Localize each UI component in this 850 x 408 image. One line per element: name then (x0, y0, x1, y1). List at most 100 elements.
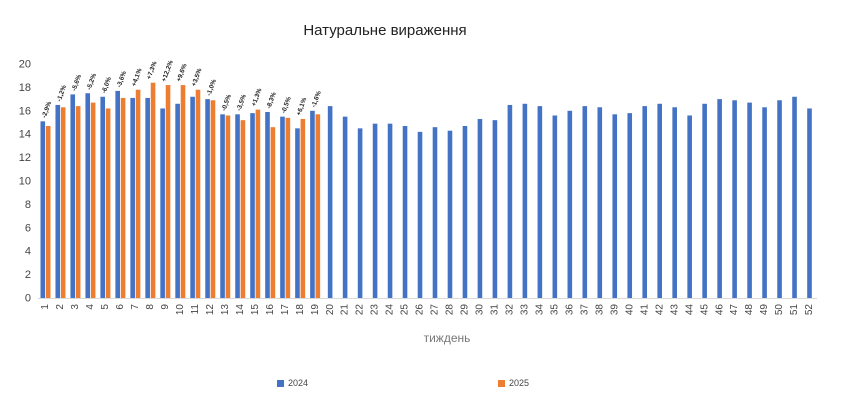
bar-2024 (280, 116, 285, 299)
x-tick-label: 48 (744, 304, 755, 316)
x-tick-label: 39 (609, 304, 620, 316)
x-tick-label: 14 (235, 304, 246, 316)
y-tick-label: 14 (19, 129, 31, 141)
data-label: -2,9% (41, 100, 53, 119)
legend-swatch-2025 (498, 379, 505, 387)
bar-2024 (175, 103, 180, 298)
bar-2025 (285, 117, 291, 298)
bar-2024 (432, 127, 438, 299)
bar-2025 (195, 89, 201, 299)
x-tick-label: 10 (175, 304, 186, 316)
bar-2024 (130, 97, 135, 299)
data-label: -0,5% (221, 93, 233, 112)
x-axis-title: тиждень (424, 331, 471, 345)
bar-2025 (270, 127, 276, 299)
bar-2024 (295, 128, 300, 298)
data-label: +9,6% (176, 63, 189, 83)
bar-2024 (55, 104, 61, 298)
bar-2024 (220, 114, 225, 298)
x-tick-label: 2 (55, 304, 66, 310)
y-tick-label: 4 (25, 246, 31, 258)
bar-2024 (40, 121, 46, 298)
bar-2024 (417, 131, 423, 298)
bar-2024 (462, 126, 468, 298)
y-tick-label: 0 (25, 293, 31, 305)
data-label: -1,6% (310, 90, 322, 109)
x-tick-label: 13 (220, 304, 231, 316)
x-tick-label: 24 (385, 304, 396, 316)
x-tick-label: 49 (759, 304, 770, 316)
x-tick-label: 1 (40, 304, 51, 310)
x-tick-label: 30 (475, 304, 486, 316)
chart-title: Натуральне вираження (303, 22, 467, 39)
bar-2024 (747, 102, 752, 298)
x-tick-label: 26 (415, 304, 426, 316)
data-label: -5,6% (71, 74, 83, 93)
bar-2024 (115, 90, 120, 298)
x-tick-label: 35 (549, 304, 560, 316)
data-label: -3,5% (236, 93, 248, 112)
bar-2025 (180, 85, 186, 298)
bar-2025 (255, 109, 261, 298)
x-tick-label: 42 (654, 304, 665, 316)
bar-2024 (447, 130, 453, 298)
bar-2024 (342, 116, 348, 299)
data-label: -3,6% (116, 70, 128, 89)
data-label: +6,1% (295, 97, 308, 117)
bar-2024 (552, 115, 558, 298)
x-tick-label: 51 (789, 304, 800, 316)
x-tick-label: 43 (669, 304, 680, 316)
x-tick-label: 5 (100, 304, 111, 310)
bar-2025 (75, 106, 81, 299)
bar-2025 (315, 114, 321, 298)
legend-item-2024: 2024 (277, 378, 308, 388)
x-tick-label: 33 (520, 304, 531, 316)
x-tick-label: 21 (340, 304, 351, 316)
bar-2025 (210, 100, 216, 299)
x-tick-label: 6 (115, 304, 126, 310)
bar-2024 (537, 106, 543, 299)
bar-2024 (250, 113, 255, 298)
y-tick-label: 16 (19, 105, 31, 117)
bar-2024 (70, 94, 76, 298)
x-tick-label: 16 (265, 304, 276, 316)
x-tick-label: 18 (295, 304, 306, 316)
x-tick-label: 11 (190, 304, 201, 315)
bar-2024 (492, 120, 498, 298)
x-tick-label: 22 (355, 304, 366, 316)
bar-2024 (265, 111, 270, 298)
bar-2024 (702, 103, 707, 298)
bar-2024 (717, 99, 722, 298)
x-tick-label: 41 (639, 304, 650, 316)
data-label: -6,0% (101, 76, 113, 95)
bar-2024 (762, 107, 767, 298)
x-tick-label: 45 (699, 304, 710, 316)
x-tick-label: 44 (684, 304, 695, 316)
y-tick-label: 10 (19, 176, 31, 188)
x-tick-label: 46 (714, 304, 725, 316)
bar-2025 (45, 126, 51, 298)
data-label: +3,5% (191, 67, 204, 87)
legend-label-2025: 2025 (509, 378, 530, 388)
bar-2024 (792, 96, 797, 298)
bar-2024 (357, 128, 363, 298)
data-label: +12,2% (161, 59, 175, 82)
bar-2024 (310, 110, 315, 298)
data-label: +4,1% (131, 67, 144, 87)
legend-swatch-2024 (277, 379, 284, 387)
y-tick-label: 18 (19, 82, 31, 94)
x-tick-label: 15 (250, 304, 261, 316)
bars (40, 82, 812, 299)
bar-2025 (300, 118, 306, 299)
data-label: -1,0% (206, 78, 218, 97)
bar-2024 (145, 97, 150, 299)
bar-2024 (387, 123, 393, 298)
y-tick-label: 12 (19, 152, 31, 164)
bar-2025 (90, 102, 96, 298)
data-label: -1,2% (56, 84, 68, 103)
data-label: -8,3% (266, 91, 278, 110)
bar-2024 (627, 113, 633, 298)
x-tick-label: 52 (804, 304, 815, 316)
bar-2024 (807, 108, 812, 299)
